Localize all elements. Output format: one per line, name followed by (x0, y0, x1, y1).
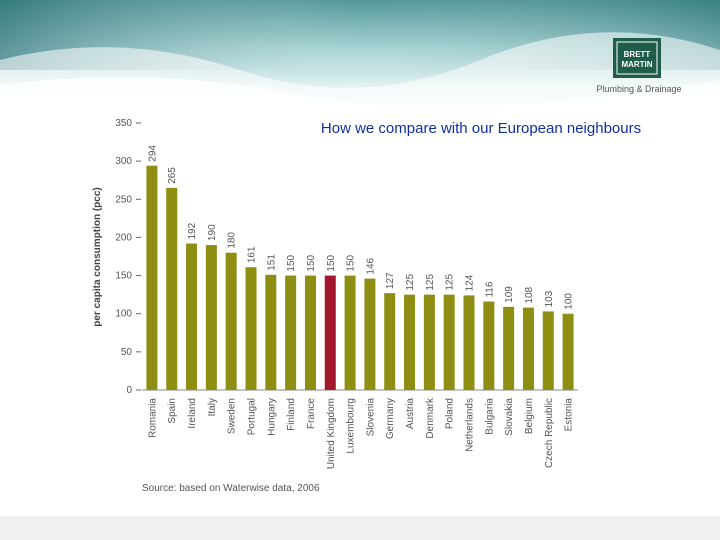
bar (443, 294, 455, 390)
bar (304, 275, 316, 390)
x-tick-label: Hungary (266, 398, 277, 436)
x-tick-label: Denmark (425, 397, 436, 439)
y-tick-label: 0 (126, 385, 132, 396)
value-label: 161 (247, 246, 258, 263)
bar (245, 267, 257, 390)
x-tick-label: Portugal (247, 398, 258, 435)
value-label: 190 (207, 224, 218, 241)
y-tick-label: 250 (115, 194, 132, 205)
x-tick-label: Belgium (524, 398, 535, 434)
y-tick-label: 300 (115, 156, 132, 167)
x-tick-label: Netherlands (465, 398, 476, 452)
value-label: 150 (286, 254, 297, 271)
x-tick-label: Luxembourg (346, 398, 357, 454)
logo-text: BRETT (624, 50, 651, 59)
value-label: 108 (524, 286, 535, 303)
bar (344, 275, 356, 390)
value-label: 150 (326, 254, 337, 271)
source-note: Source: based on Waterwise data, 2006 (142, 483, 320, 494)
bar (186, 243, 198, 390)
value-label: 116 (484, 281, 495, 297)
x-tick-label: Czech Republic (544, 398, 555, 468)
value-label: 150 (306, 254, 317, 271)
value-label: 150 (346, 254, 357, 271)
bar (384, 293, 396, 390)
bar (562, 313, 574, 390)
x-tick-label: Slovakia (504, 398, 515, 436)
bar (265, 274, 277, 390)
bar (503, 306, 515, 390)
bar (364, 278, 376, 390)
bar (423, 294, 435, 390)
x-tick-label: Slovenia (365, 398, 376, 437)
value-label: 103 (544, 290, 555, 307)
y-axis-label: per capita consumption (pcc) (92, 187, 103, 326)
bar (146, 165, 158, 390)
y-tick-label: 50 (121, 347, 133, 358)
logo-text: MARTIN (621, 60, 652, 69)
value-label: 151 (266, 254, 277, 271)
value-label: 125 (445, 274, 456, 291)
value-label: 109 (504, 286, 515, 303)
value-label: 100 (564, 293, 575, 310)
x-tick-label: Spain (167, 398, 178, 424)
value-label: 192 (187, 222, 198, 239)
value-label: 294 (147, 145, 158, 162)
x-tick-label: Bulgaria (484, 398, 495, 435)
x-tick-label: Ireland (187, 398, 198, 429)
x-tick-label: United Kingdom (326, 398, 337, 469)
y-tick-label: 350 (115, 118, 132, 129)
value-label: 180 (227, 232, 238, 249)
bar (542, 311, 554, 390)
y-tick-label: 150 (115, 271, 132, 282)
wave (0, 77, 720, 110)
x-tick-label: Finland (286, 398, 297, 431)
y-tick-label: 100 (115, 309, 132, 320)
bar (285, 275, 297, 390)
value-label: 125 (425, 274, 436, 291)
x-tick-label: Estonia (564, 398, 575, 432)
x-tick-label: Germany (385, 398, 396, 439)
bar (522, 307, 534, 390)
x-tick-label: Italy (207, 398, 218, 416)
bar (166, 187, 178, 390)
x-tick-label: Poland (445, 398, 456, 429)
value-label: 146 (365, 257, 376, 274)
logo-box (613, 38, 661, 78)
y-tick-label: 200 (115, 232, 132, 243)
bar (205, 245, 217, 390)
bar (463, 295, 475, 390)
logo-tagline: Plumbing & Drainage (596, 84, 681, 94)
footer-band (0, 516, 720, 540)
x-tick-label: Sweden (227, 398, 238, 434)
bar (324, 275, 336, 390)
x-tick-label: Romania (147, 398, 158, 438)
chart-title: How we compare with our European neighbo… (321, 120, 641, 137)
value-label: 124 (465, 274, 476, 291)
bar (404, 294, 416, 390)
logo-frame (616, 41, 658, 75)
x-tick-label: France (306, 398, 317, 430)
x-tick-label: Austria (405, 398, 416, 430)
value-label: 127 (385, 272, 396, 289)
value-label: 265 (167, 167, 178, 184)
value-label: 125 (405, 274, 416, 291)
bar (225, 252, 237, 390)
bar (483, 301, 495, 390)
